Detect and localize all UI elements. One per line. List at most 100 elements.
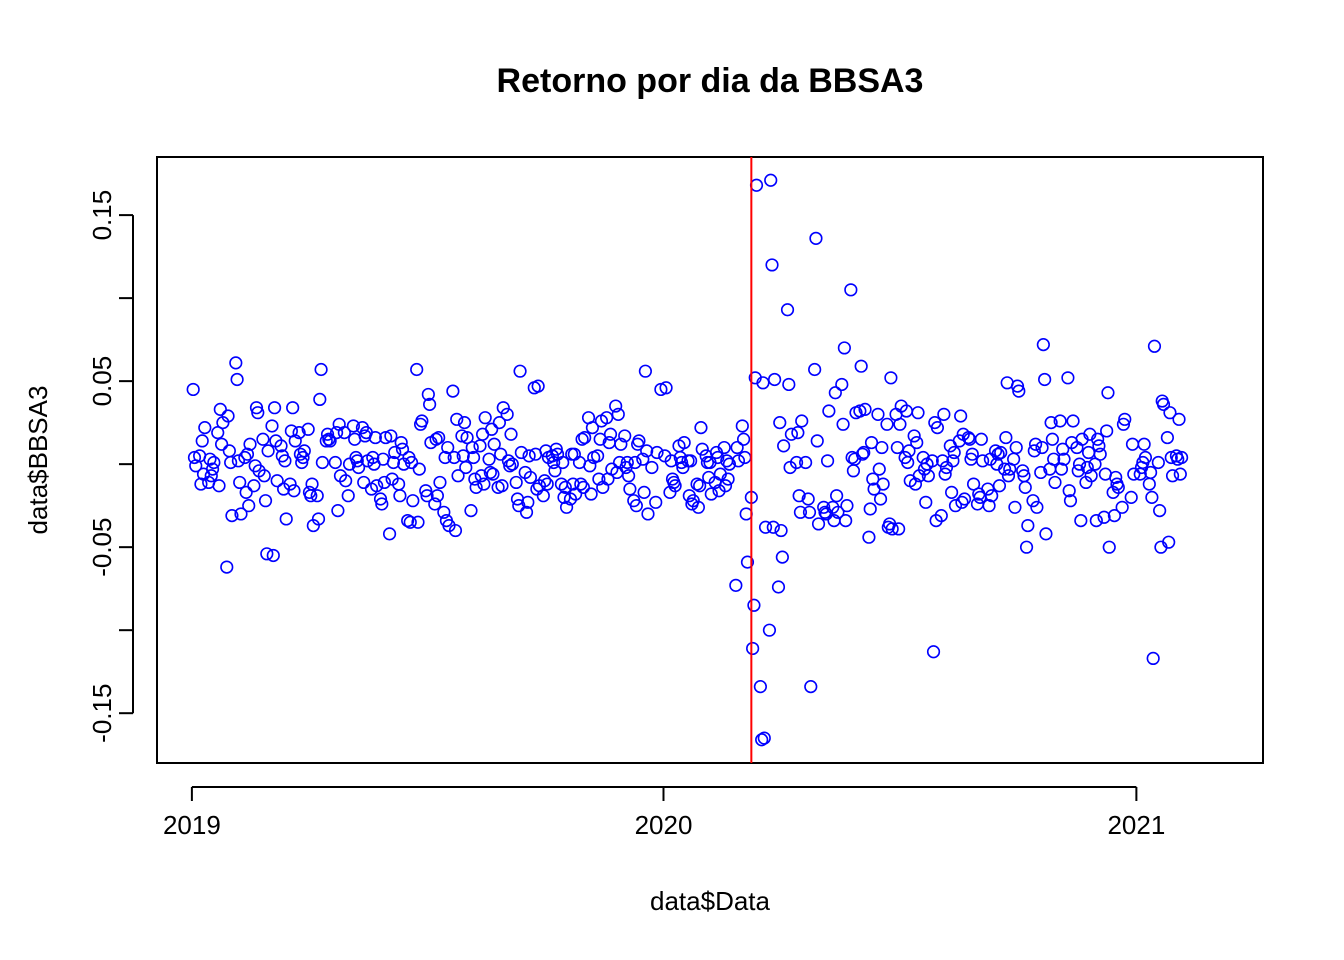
data-point	[664, 454, 678, 468]
data-point	[766, 520, 780, 534]
data-point	[447, 450, 461, 465]
data-point	[548, 464, 562, 478]
data-point	[420, 489, 434, 503]
data-point	[428, 497, 442, 511]
data-point	[512, 499, 526, 513]
data-point	[231, 454, 245, 468]
data-point	[492, 416, 506, 430]
data-point	[305, 477, 319, 491]
data-point	[1091, 432, 1105, 446]
data-point	[274, 439, 288, 453]
data-point	[636, 452, 650, 466]
data-point	[395, 442, 410, 456]
data-point	[261, 444, 275, 458]
data-point	[286, 401, 300, 415]
data-point	[965, 447, 979, 461]
data-point	[1164, 450, 1178, 465]
data-point	[600, 411, 614, 425]
data-point	[690, 477, 704, 491]
data-point	[792, 489, 806, 503]
data-point	[487, 437, 501, 451]
data-point	[603, 427, 618, 441]
data-point	[496, 401, 510, 415]
data-point	[802, 505, 817, 519]
data-point	[357, 475, 371, 490]
data-point	[1137, 437, 1151, 451]
data-point	[494, 447, 508, 461]
data-point	[768, 372, 782, 387]
data-point	[267, 401, 282, 415]
data-point	[749, 178, 764, 192]
data-point	[991, 447, 1005, 461]
data-point	[804, 680, 818, 694]
data-point	[1007, 452, 1021, 466]
data-point	[739, 507, 753, 521]
data-point	[614, 437, 628, 451]
data-point	[301, 422, 315, 436]
data-point	[721, 472, 735, 486]
data-point	[1009, 440, 1023, 455]
data-point	[1071, 464, 1085, 478]
data-point	[501, 454, 516, 468]
data-point	[762, 623, 777, 637]
data-point	[283, 477, 297, 491]
data-point	[1056, 442, 1070, 456]
data-point	[855, 447, 870, 461]
data-point	[902, 444, 916, 458]
data-point	[774, 523, 788, 538]
data-point	[212, 479, 226, 493]
data-point	[948, 499, 963, 513]
data-point	[270, 474, 284, 488]
data-point	[884, 371, 898, 385]
data-point	[1151, 455, 1165, 470]
data-point	[514, 445, 528, 460]
data-point	[618, 429, 632, 443]
data-point	[567, 447, 581, 461]
data-point	[654, 382, 668, 397]
data-point	[1030, 500, 1044, 514]
data-point	[297, 444, 311, 458]
data-point	[809, 231, 823, 245]
data-point	[864, 435, 879, 450]
y-tick-label: 0.05	[87, 356, 117, 407]
data-point	[795, 414, 809, 428]
data-point	[1072, 457, 1087, 471]
data-point	[939, 460, 954, 475]
data-point	[386, 455, 401, 470]
data-point	[885, 522, 899, 536]
data-point	[256, 432, 270, 446]
data-point	[908, 477, 923, 491]
data-point	[536, 489, 550, 503]
data-point	[258, 494, 273, 508]
data-point	[837, 341, 851, 355]
data-point	[583, 459, 597, 473]
data-point	[955, 495, 969, 509]
data-point	[257, 469, 271, 483]
data-point	[1111, 480, 1125, 494]
data-point	[500, 407, 514, 421]
data-point	[999, 430, 1013, 445]
data-point	[430, 489, 444, 503]
x-tick-label: 2020	[635, 810, 693, 840]
data-point	[465, 440, 479, 455]
data-point	[641, 507, 655, 521]
y-tick-label: -0.15	[87, 684, 117, 743]
data-point	[1074, 513, 1088, 528]
data-point	[346, 419, 360, 433]
data-point	[575, 432, 589, 446]
data-point	[880, 417, 894, 431]
data-point	[746, 641, 760, 656]
data-point	[1010, 379, 1025, 393]
data-point	[1093, 447, 1107, 461]
data-point	[205, 462, 220, 476]
data-point	[755, 733, 769, 747]
data-point	[1045, 432, 1059, 446]
data-point	[215, 437, 229, 451]
data-point	[1142, 477, 1156, 491]
data-point	[441, 440, 455, 455]
data-point	[222, 444, 236, 458]
data-point	[649, 495, 663, 509]
data-point	[982, 499, 996, 513]
data-point	[711, 450, 725, 465]
data-point	[638, 364, 652, 378]
